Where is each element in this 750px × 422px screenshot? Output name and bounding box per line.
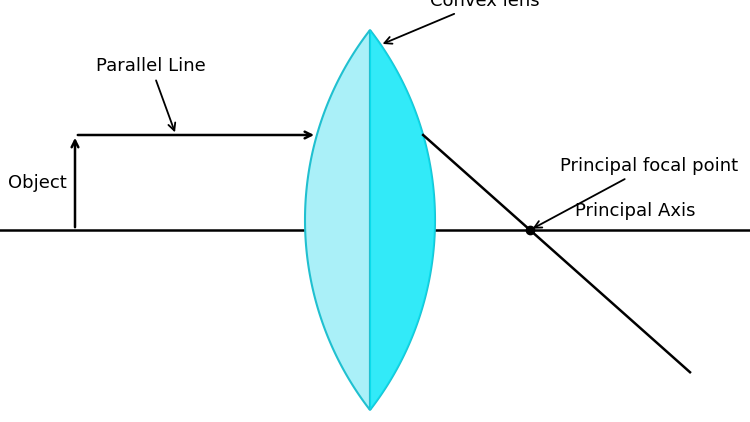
Text: Principal focal point: Principal focal point xyxy=(534,157,738,228)
Text: Object: Object xyxy=(8,173,67,192)
Text: Principal Axis: Principal Axis xyxy=(575,202,695,220)
Polygon shape xyxy=(305,30,435,410)
Polygon shape xyxy=(370,30,435,410)
Text: Parallel Line: Parallel Line xyxy=(96,57,206,130)
Text: Convex lens: Convex lens xyxy=(385,0,540,44)
